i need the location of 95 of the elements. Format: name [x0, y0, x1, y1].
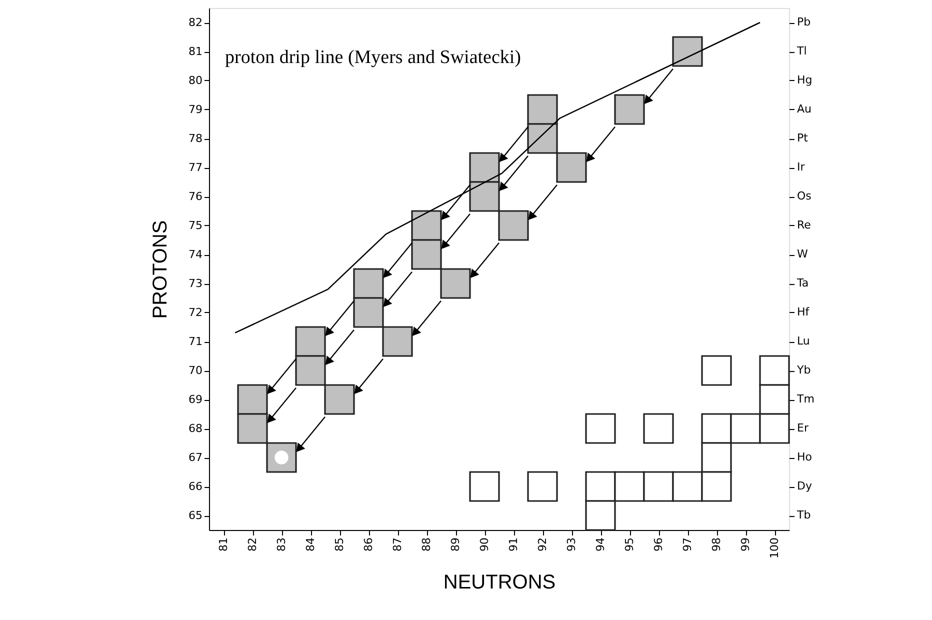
y-tick-label: 77: [188, 161, 202, 174]
point: [672, 36, 703, 67]
point: [353, 297, 384, 328]
y-tick-label: 65: [188, 509, 202, 522]
category-label: Dy: [797, 480, 812, 492]
point: [295, 326, 326, 357]
annotation: proton drip line (Myers and Swiatecki): [225, 47, 522, 68]
point: [672, 471, 703, 502]
category-label: Ta: [797, 276, 809, 290]
point: [614, 94, 645, 125]
y-tick-label: 72: [188, 306, 202, 319]
y-tick-label: 73: [188, 277, 202, 290]
y-tick-label: 76: [188, 190, 202, 203]
y-tick-label: 70: [188, 364, 202, 377]
x-tick-label: 82: [246, 538, 259, 552]
category-label: Re: [797, 218, 811, 232]
x-tick-label: 97: [681, 538, 694, 552]
x-tick-label: 86: [362, 538, 375, 552]
point: [701, 471, 732, 502]
point: [440, 268, 471, 299]
x-tick-label: 81: [217, 538, 230, 552]
x-tick-label: 96: [652, 538, 665, 552]
x-tick-label: 99: [739, 538, 752, 552]
y-tick-label: 74: [188, 248, 202, 261]
x-tick-label: 100: [768, 538, 781, 558]
y-tick-label: 66: [188, 480, 202, 493]
y-tick-label: 67: [188, 451, 202, 464]
category-label: Tl: [797, 44, 807, 58]
point: [469, 152, 500, 183]
y-tick-label: 82: [188, 16, 202, 29]
y-tick-label: 78: [188, 132, 202, 145]
x-tick-label: 85: [333, 538, 346, 552]
point: [469, 471, 500, 502]
point: [585, 471, 616, 502]
point: [759, 355, 790, 386]
category-label: W: [797, 248, 808, 260]
category-label: Os: [797, 190, 812, 202]
point: [730, 413, 761, 444]
point: [237, 384, 268, 415]
x-tick-label: 90: [478, 538, 491, 552]
point: [701, 413, 732, 444]
point: [701, 442, 732, 473]
point: [527, 94, 558, 125]
point: [556, 152, 587, 183]
point: [411, 210, 442, 241]
y-tick-label: 71: [188, 335, 202, 348]
point: [701, 355, 732, 386]
point: [353, 268, 384, 299]
point: [643, 413, 674, 444]
point: [411, 239, 442, 270]
category-label: Tm: [797, 392, 814, 406]
point: [469, 181, 500, 212]
x-tick-label: 87: [391, 538, 404, 552]
x-tick-label: 93: [565, 538, 578, 552]
y-tick-label: 80: [188, 74, 202, 87]
x-tick-label: 91: [507, 538, 520, 552]
x-tick-label: 95: [623, 538, 636, 552]
category-label: Au: [797, 102, 812, 116]
y-tick-label: 68: [188, 422, 202, 435]
category-label: Ho: [797, 450, 812, 464]
x-tick-label: 98: [710, 538, 723, 552]
x-tick-label: 89: [449, 538, 462, 552]
category-label: Hg: [797, 74, 812, 86]
x-tick-label: 88: [420, 538, 433, 552]
category-label: Er: [797, 422, 808, 434]
point: [643, 471, 674, 502]
x-tick-label: 83: [275, 538, 288, 552]
point: [585, 500, 616, 531]
point: [527, 123, 558, 154]
x-axis-title: NEUTRONS: [443, 571, 556, 594]
point: [759, 413, 790, 444]
category-label: Pb: [797, 16, 811, 28]
point: [614, 471, 645, 502]
category-label: Ir: [797, 160, 805, 174]
category-label: Hf: [797, 306, 810, 318]
point: [585, 413, 616, 444]
category-label: Lu: [797, 334, 810, 348]
y-tick-label: 75: [188, 219, 202, 232]
x-tick-label: 84: [304, 538, 317, 552]
y-tick-label: 79: [188, 103, 202, 116]
point: [527, 471, 558, 502]
category-label: Tb: [797, 508, 811, 522]
point: [237, 413, 268, 444]
point: [759, 384, 790, 415]
point: [498, 210, 529, 241]
y-tick-label: 69: [188, 393, 202, 406]
point: [324, 384, 355, 415]
y-axis-title: PROTONS: [150, 220, 172, 319]
category-label: Pt: [797, 132, 808, 144]
point: [295, 355, 326, 386]
x-tick-label: 94: [594, 538, 607, 552]
point: [382, 326, 413, 357]
x-tick-label: 92: [536, 538, 549, 552]
category-label: Yb: [797, 364, 811, 376]
y-tick-label: 81: [188, 45, 202, 58]
